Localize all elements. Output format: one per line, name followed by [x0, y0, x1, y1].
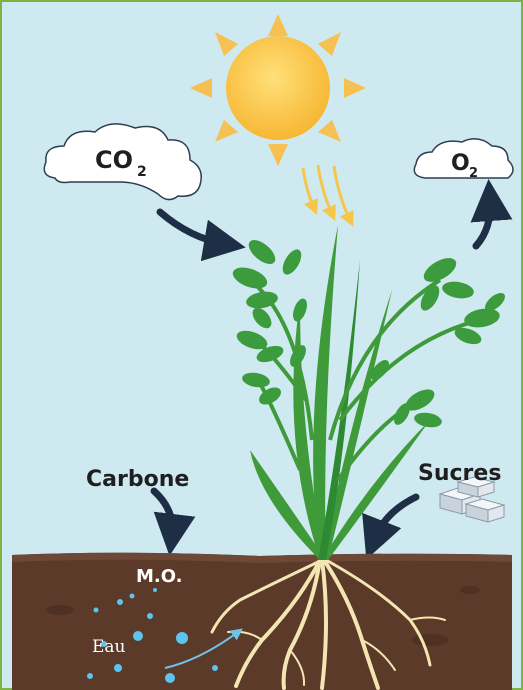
soil: [12, 553, 512, 690]
photosynthesis-diagram: CO 2 O 2: [0, 0, 523, 690]
carbon-label: Carbone: [86, 467, 189, 492]
o2-label: O: [451, 151, 470, 176]
o2-subscript: 2: [469, 166, 478, 181]
sugars-label: Sucres: [418, 461, 501, 486]
water-label: Eau: [92, 637, 126, 657]
organic-matter-label: M.O.: [136, 566, 183, 587]
co2-label: CO: [95, 146, 133, 174]
co2-subscript: 2: [137, 164, 147, 180]
